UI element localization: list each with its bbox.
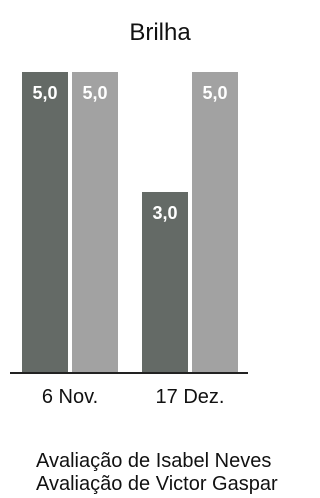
bar-series-2-17-dez	[192, 72, 238, 372]
bar-series-1-6-nov	[22, 72, 68, 372]
chart-title: Brilha	[129, 19, 191, 46]
legend-entry-victor-gaspar: Avaliação de Victor Gaspar	[36, 473, 278, 495]
data-label-series-1-6-nov: 5,0	[32, 83, 57, 103]
x-tick-label-17-dez: 17 Dez.	[156, 386, 225, 408]
data-label-series-1-17-dez: 3,0	[152, 203, 177, 223]
data-label-series-2-6-nov: 5,0	[82, 83, 107, 103]
data-label-series-2-17-dez: 5,0	[202, 83, 227, 103]
x-tick-labels: 6 Nov. 17 Dez.	[42, 386, 225, 408]
x-tick-label-6-nov: 6 Nov.	[42, 386, 98, 408]
legend: Avaliação de Isabel Neves Avaliação de V…	[36, 450, 278, 496]
bars-layer: 5,0 5,0 3,0 5,0	[22, 72, 238, 372]
bar-series-1-17-dez	[142, 192, 188, 372]
legend-entry-isabel-neves: Avaliação de Isabel Neves	[36, 450, 272, 472]
bar-series-2-6-nov	[72, 72, 118, 372]
